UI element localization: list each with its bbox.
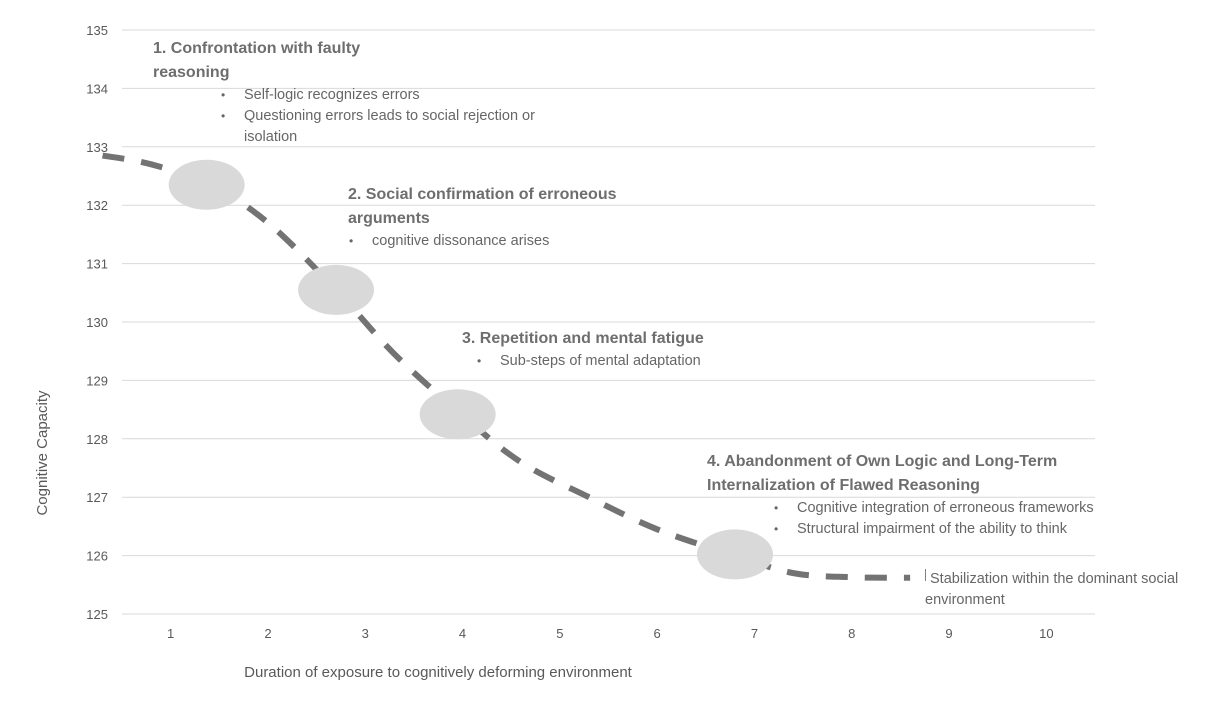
marker-point [696, 529, 773, 580]
x-tick-labels: 1 2 3 4 5 6 7 8 9 10 [167, 626, 1054, 641]
y-tick-label: 125 [86, 607, 108, 622]
annotation-2-title: 2. Social confirmation of erroneous argu… [348, 186, 617, 227]
y-tick-label: 126 [86, 549, 108, 564]
annotation-3-title: 3. Repetition and mental fatigue [462, 330, 704, 347]
y-tick-label: 132 [86, 198, 108, 213]
y-tick-label: 134 [86, 81, 108, 96]
annotation-4-title: 4. Abandonment of Own Logic and Long-Ter… [707, 453, 1058, 494]
y-tick-label: 129 [86, 373, 108, 388]
annotation-2-bullet: cognitive dissonance arises [348, 231, 668, 252]
y-tick-label: 133 [86, 140, 108, 155]
y-axis-title: Cognitive Capacity [34, 390, 51, 516]
x-tick-label: 10 [1039, 626, 1053, 641]
x-tick-label: 7 [751, 626, 758, 641]
annotation-4-bullet: Structural impairment of the ability to … [773, 519, 1107, 540]
y-tick-label: 131 [86, 257, 108, 272]
gridlines [122, 29, 1095, 615]
y-tick-label: 128 [86, 432, 108, 447]
x-axis-title: Duration of exposure to cognitively defo… [244, 664, 633, 681]
x-tick-label: 3 [362, 626, 369, 641]
y-tick-labels: 125 126 127 128 129 130 131 132 133 134 135 [86, 23, 108, 622]
y-tick-label: 127 [86, 490, 108, 505]
x-tick-label: 4 [459, 626, 466, 641]
x-tick-label: 9 [945, 626, 952, 641]
annotation-3: 3. Repetition and mental fatigue Sub-ste… [462, 327, 792, 372]
marker-point [298, 264, 375, 315]
annotation-4-bullet: Cognitive integration of erroneous frame… [773, 498, 1107, 519]
marker-point [419, 389, 496, 440]
annotation-1-bullet: Questioning errors leads to social rejec… [220, 106, 580, 148]
annotation-1-bullets: Self-logic recognizes errors Questioning… [220, 85, 580, 148]
annotation-1: 1. Confrontation with faulty reasoning S… [153, 37, 535, 148]
x-tick-label: 2 [264, 626, 271, 641]
marker-layer [168, 159, 773, 580]
annotation-1-title: 1. Confrontation with faulty reasoning [153, 40, 361, 81]
stabilization-note: Stabilization within the dominant social… [925, 569, 1225, 611]
y-tick-label: 130 [86, 315, 108, 330]
annotation-4-bullets: Cognitive integration of erroneous frame… [773, 498, 1107, 540]
y-tick-label: 135 [86, 23, 108, 38]
x-tick-label: 8 [848, 626, 855, 641]
annotation-4: 4. Abandonment of Own Logic and Long-Ter… [707, 450, 1107, 540]
x-tick-label: 6 [654, 626, 661, 641]
annotation-3-bullets: Sub-steps of mental adaptation [476, 351, 792, 372]
stabilization-note-text: Stabilization within the dominant social… [925, 571, 1179, 608]
annotation-3-bullet: Sub-steps of mental adaptation [476, 351, 792, 372]
annotation-2: 2. Social confirmation of erroneous argu… [348, 183, 668, 252]
x-tick-label: 1 [167, 626, 174, 641]
marker-point [168, 159, 245, 210]
x-tick-label: 5 [556, 626, 563, 641]
annotation-2-bullets: cognitive dissonance arises [348, 231, 668, 252]
note-marker [925, 569, 926, 581]
annotation-1-bullet: Self-logic recognizes errors [220, 85, 580, 106]
